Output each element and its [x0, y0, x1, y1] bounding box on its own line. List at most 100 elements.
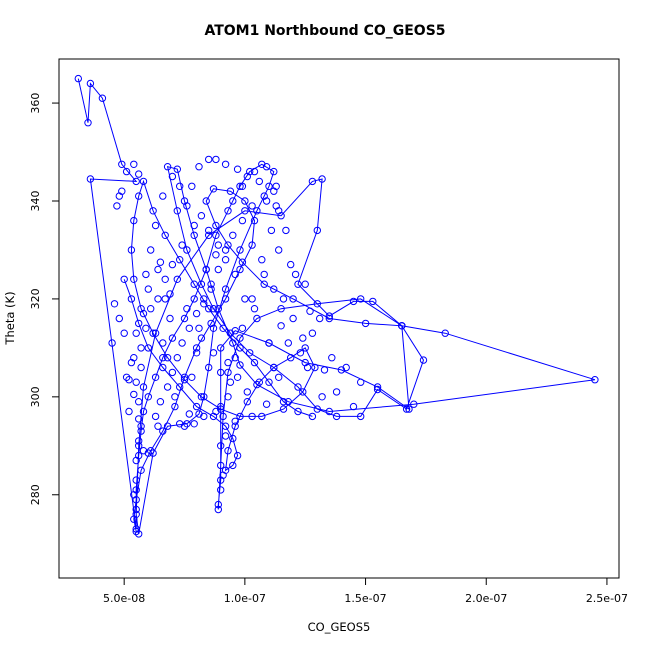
data-point — [188, 182, 196, 191]
data-point — [231, 354, 239, 362]
data-point — [214, 505, 223, 514]
data-point — [176, 256, 184, 264]
data-point — [217, 368, 225, 377]
x-axis: 5.0e-08 1.0e-07 1.5e-07 2.0e-07 2.5e-07 — [103, 578, 628, 605]
data-point — [132, 378, 140, 386]
data-point — [301, 344, 309, 352]
data-point — [299, 334, 307, 342]
data-point — [258, 412, 266, 421]
data-point — [147, 305, 155, 313]
data-point — [190, 221, 198, 230]
data-point — [238, 258, 247, 266]
data-point — [303, 363, 312, 372]
data-point — [221, 256, 230, 264]
data-point — [159, 427, 167, 435]
data-point — [130, 491, 138, 499]
data-point — [159, 192, 167, 200]
series-2 — [120, 177, 319, 474]
data-point — [301, 280, 309, 288]
data-point — [250, 358, 259, 367]
data-point — [202, 197, 210, 205]
data-point — [185, 324, 194, 332]
data-point — [270, 285, 278, 293]
data-point — [294, 407, 302, 416]
data-point — [316, 314, 324, 323]
data-point — [332, 412, 341, 421]
data-point — [373, 383, 382, 391]
data-point — [294, 280, 302, 288]
data-point — [299, 388, 307, 396]
data-point — [262, 163, 271, 171]
data-point — [183, 202, 191, 210]
data-point — [130, 216, 138, 225]
data-point — [224, 368, 232, 377]
data-point — [241, 197, 249, 205]
data-point — [270, 363, 278, 372]
data-point — [265, 378, 273, 386]
data-point — [163, 422, 172, 430]
data-point — [253, 207, 261, 215]
data-point — [135, 415, 143, 423]
data-point — [373, 385, 382, 394]
data-point — [207, 285, 215, 293]
data-point — [144, 393, 153, 401]
data-point — [132, 456, 140, 465]
data-point — [224, 393, 232, 401]
data-point — [441, 329, 449, 337]
data-point — [265, 339, 273, 347]
data-point — [149, 449, 157, 457]
data-point — [357, 378, 365, 386]
data-point — [118, 187, 126, 195]
data-point — [260, 270, 268, 279]
data-point — [161, 231, 169, 240]
data-point — [398, 322, 406, 330]
data-point — [197, 393, 206, 401]
data-point — [163, 383, 172, 391]
y-axis: 280 300 320 340 360 — [29, 93, 59, 505]
data-point — [224, 447, 232, 455]
data-point — [287, 260, 295, 269]
data-point — [209, 349, 218, 357]
data-point — [151, 373, 160, 381]
data-point — [308, 412, 317, 421]
data-point — [205, 155, 213, 164]
data-point — [277, 305, 285, 313]
data-point — [369, 297, 377, 306]
data-point — [163, 163, 172, 171]
data-point — [233, 451, 242, 460]
data-point — [180, 422, 189, 430]
data-point — [122, 167, 131, 176]
data-point — [306, 307, 314, 315]
data-point — [163, 354, 172, 362]
data-point — [231, 422, 239, 430]
x-tick-label: 1.0e-07 — [224, 592, 266, 605]
data-point — [277, 322, 285, 330]
data-point — [224, 358, 232, 367]
data-point — [224, 207, 232, 215]
data-point — [236, 361, 244, 369]
data-point — [229, 231, 237, 240]
data-point — [248, 295, 256, 303]
data-point — [289, 314, 297, 323]
data-point — [287, 354, 295, 362]
data-point — [207, 319, 215, 328]
data-point — [282, 226, 290, 235]
data-point — [173, 275, 182, 283]
data-point — [144, 344, 153, 352]
data-point — [284, 339, 292, 347]
data-point — [328, 354, 336, 362]
data-point — [248, 241, 256, 249]
data-point — [86, 175, 95, 183]
data-point — [214, 500, 223, 509]
data-point — [212, 221, 220, 230]
data-point — [127, 295, 136, 303]
data-point — [120, 275, 128, 283]
data-point — [190, 280, 198, 288]
data-point — [313, 226, 321, 235]
data-point — [178, 339, 186, 347]
data-point — [180, 376, 189, 384]
y-tick-label: 320 — [29, 288, 42, 309]
data-point — [214, 241, 223, 249]
data-point — [325, 407, 333, 416]
data-point — [171, 402, 179, 411]
